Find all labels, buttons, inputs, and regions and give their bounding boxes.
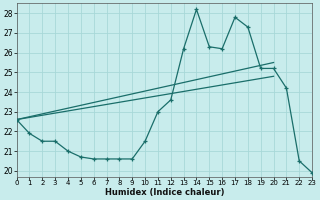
X-axis label: Humidex (Indice chaleur): Humidex (Indice chaleur) — [105, 188, 224, 197]
